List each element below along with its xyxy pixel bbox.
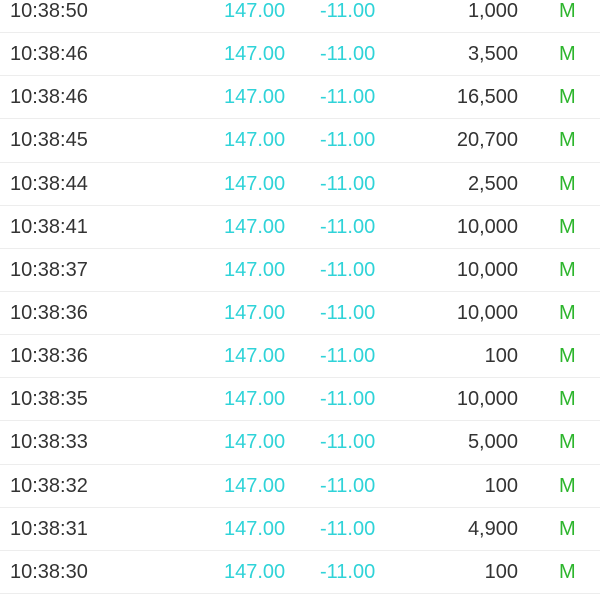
trade-change: -11.00 [320,0,376,22]
trade-price: 147.00 [224,301,286,324]
trade-volume: 4,900 [467,517,518,540]
trade-time: 10:38:32 [10,474,88,497]
trade-change: -11.00 [320,474,376,497]
trade-flag: M [559,0,576,22]
trade-price: 147.00 [224,129,286,152]
trade-price: 147.00 [224,0,286,22]
trade-time: 10:38:50 [10,0,88,22]
trade-flag: M [559,172,576,195]
trade-change: -11.00 [320,345,376,368]
trade-row: 10:38:41 147.00 -11.00 10,000 M [0,206,600,249]
trade-time: 10:38:45 [10,129,88,152]
trade-volume: 20,700 [456,129,518,152]
trade-time: 10:38:37 [10,258,88,281]
trade-change: -11.00 [320,172,376,195]
trade-time: 10:38:46 [10,43,88,66]
trade-time: 10:38:44 [10,172,88,195]
trade-row: 10:38:37 147.00 -11.00 10,000 M [0,249,600,292]
trade-price: 147.00 [224,258,286,281]
trade-price: 147.00 [224,345,286,368]
trade-flag: M [559,431,576,454]
trade-price: 147.00 [224,86,286,109]
trade-flag: M [559,129,576,152]
trade-change: -11.00 [320,215,376,238]
trade-flag: M [559,43,576,66]
trade-flag: M [559,388,576,411]
trade-time: 10:38:33 [10,431,88,454]
trade-time: 10:38:46 [10,86,88,109]
trade-volume: 3,500 [467,43,518,66]
trade-price: 147.00 [224,431,286,454]
trade-flag: M [559,86,576,109]
trade-row: 10:38:35 147.00 -11.00 10,000 M [0,378,600,422]
trade-row: 10:38:50 147.00 -11.00 1,000 M [0,0,600,34]
trade-volume: 5,000 [467,431,518,454]
trade-row: 10:38:46 147.00 -11.00 16,500 M [0,76,600,120]
trade-time: 10:38:36 [10,345,88,368]
trade-price: 147.00 [224,560,286,583]
trade-time: 10:38:41 [10,215,88,238]
trade-volume: 100 [484,345,518,368]
trade-change: -11.00 [320,129,376,152]
trade-change: -11.00 [320,43,376,66]
trade-row: 10:38:30 147.00 -11.00 100 M [0,551,600,594]
trade-row: 10:38:45 147.00 -11.00 20,700 M [0,119,600,163]
trade-volume: 10,000 [456,388,518,411]
trade-price: 147.00 [224,388,286,411]
trade-time: 10:38:31 [10,517,88,540]
trade-change: -11.00 [320,560,376,583]
trade-flag: M [559,301,576,324]
trade-change: -11.00 [320,301,376,324]
trade-volume: 10,000 [456,301,518,324]
trade-row: 10:38:36 147.00 -11.00 100 M [0,335,600,379]
trade-volume: 100 [484,560,518,583]
trade-volume: 10,000 [456,258,518,281]
trade-flag: M [559,474,576,497]
trade-change: -11.00 [320,86,376,109]
trade-row: 10:38:33 147.00 -11.00 5,000 M [0,421,600,465]
trade-price: 147.00 [224,172,286,195]
trade-time: 10:38:35 [10,388,88,411]
trade-row: 10:38:44 147.00 -11.00 2,500 M [0,163,600,206]
trade-row: 10:38:46 147.00 -11.00 3,500 M [0,33,600,77]
trade-volume: 16,500 [456,86,518,109]
trade-row: 10:38:31 147.00 -11.00 4,900 M [0,508,600,551]
trade-time: 10:38:36 [10,301,88,324]
trade-volume: 10,000 [456,215,518,238]
trade-row: 10:38:36 147.00 -11.00 10,000 M [0,292,600,336]
trade-flag: M [559,215,576,238]
trade-change: -11.00 [320,517,376,540]
trade-time: 10:38:30 [10,560,88,583]
trade-flag: M [559,517,576,540]
trade-flag: M [559,258,576,281]
trade-price: 147.00 [224,517,286,540]
trade-volume: 2,500 [467,172,518,195]
trade-volume: 1,000 [467,0,518,22]
trade-change: -11.00 [320,431,376,454]
trade-price: 147.00 [224,474,286,497]
trade-change: -11.00 [320,258,376,281]
trade-flag: M [559,345,576,368]
trade-price: 147.00 [224,215,286,238]
trade-volume: 100 [484,474,518,497]
trade-flag: M [559,560,576,583]
trade-change: -11.00 [320,388,376,411]
trade-price: 147.00 [224,43,286,66]
trade-row: 10:38:32 147.00 -11.00 100 M [0,465,600,508]
